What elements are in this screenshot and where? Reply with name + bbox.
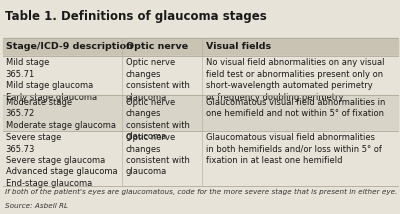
Text: If both of the patient's eyes are glaucomatous, code for the more severe stage t: If both of the patient's eyes are glauco…	[5, 189, 397, 196]
Text: Table 1. Definitions of glaucoma stages: Table 1. Definitions of glaucoma stages	[5, 10, 266, 23]
Text: No visual field abnormalities on any visual
field test or abnormalities present : No visual field abnormalities on any vis…	[206, 58, 384, 102]
Text: Optic nerve: Optic nerve	[126, 42, 188, 51]
Text: Glaucomatous visual field abnormalities in
one hemifield and not within 5° of fi: Glaucomatous visual field abnormalities …	[206, 98, 385, 118]
Text: Visual fields: Visual fields	[206, 42, 271, 51]
Text: Moderate stage
365.72
Moderate stage glaucoma: Moderate stage 365.72 Moderate stage gla…	[6, 98, 116, 130]
Text: Optic nerve
changes
consistent with
glaucoma: Optic nerve changes consistent with glau…	[126, 58, 190, 102]
Text: Glaucomatous visual field abnormalities
in both hemifields and/or loss within 5°: Glaucomatous visual field abnormalities …	[206, 133, 382, 165]
Text: Optic nerve
changes
consistent with
glaucoma: Optic nerve changes consistent with glau…	[126, 133, 190, 177]
Text: Mild stage
365.71
Mild stage glaucoma
Early stage glaucoma: Mild stage 365.71 Mild stage glaucoma Ea…	[6, 58, 97, 102]
Bar	[3, 95, 398, 131]
Text: Optic nerve
changes
consistent with
glaucoma: Optic nerve changes consistent with glau…	[126, 98, 190, 141]
Bar	[3, 131, 398, 186]
Bar	[3, 56, 398, 95]
Text: Source: Asbell RL: Source: Asbell RL	[5, 203, 68, 209]
Text: Severe stage
365.73
Severe stage glaucoma
Advanced stage glaucoma
End-stage glau: Severe stage 365.73 Severe stage glaucom…	[6, 133, 117, 188]
Text: Stage/ICD-9 description: Stage/ICD-9 description	[6, 42, 132, 51]
Bar	[3, 38, 398, 56]
